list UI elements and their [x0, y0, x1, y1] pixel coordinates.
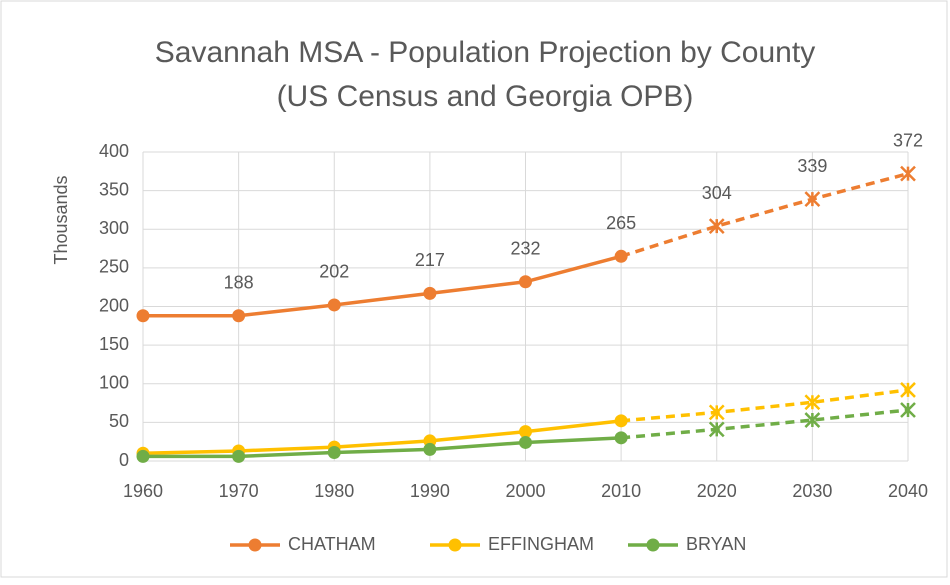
data-label: 188 [224, 273, 254, 293]
data-point [519, 435, 532, 449]
chart-subtitle: (US Census and Georgia OPB) [277, 80, 694, 113]
data-point [519, 275, 532, 289]
y-tick-label: 0 [119, 450, 129, 470]
y-tick-label: 300 [99, 218, 129, 238]
projected-point [708, 404, 725, 421]
data-point [423, 442, 437, 456]
x-tick-label: 2040 [888, 481, 928, 501]
projected-point [804, 412, 821, 428]
data-point [614, 249, 628, 263]
data-point [614, 414, 628, 428]
y-tick-label: 150 [99, 334, 129, 354]
data-point [327, 298, 341, 312]
x-tick-label: 1970 [219, 481, 259, 501]
projected-point [804, 191, 821, 208]
legend-marker [248, 538, 262, 552]
data-point [423, 286, 437, 300]
x-tick-label: 1990 [410, 481, 450, 501]
x-tick-label: 2000 [505, 481, 545, 501]
y-tick-label: 200 [99, 295, 129, 315]
data-point [519, 425, 532, 439]
legend-marker [646, 538, 660, 552]
data-label: 232 [510, 239, 540, 259]
x-tick-label: 1960 [123, 481, 163, 501]
series-line [143, 436, 622, 459]
x-tick-label: 2010 [601, 481, 641, 501]
data-label: 304 [702, 183, 732, 203]
legend-label: EFFINGHAM [488, 534, 594, 554]
projected-point [804, 394, 821, 411]
y-tick-label: 100 [99, 373, 129, 393]
projected-point [900, 165, 916, 182]
x-tick-label: 2020 [697, 481, 737, 501]
data-label: 265 [606, 213, 636, 233]
legend-label: CHATHAM [288, 534, 376, 554]
legend-marker [448, 538, 462, 552]
data-label: 339 [797, 156, 827, 176]
chart-title: Savannah MSA - Population Projection by … [155, 36, 815, 69]
data-point [136, 449, 150, 463]
y-tick-label: 50 [109, 411, 129, 431]
projected-point [708, 421, 725, 438]
series-line [142, 419, 622, 456]
y-tick-label: 400 [99, 141, 129, 161]
y-tick-label: 250 [99, 257, 129, 277]
legend-label: BRYAN [686, 534, 746, 554]
data-label: 372 [893, 130, 923, 150]
projection-line [620, 171, 909, 258]
x-tick-label: 1980 [314, 481, 354, 501]
projected-point [708, 218, 725, 235]
data-point [614, 431, 628, 445]
data-label: 217 [415, 250, 445, 270]
y-tick-label: 350 [99, 179, 129, 199]
data-point [232, 449, 246, 463]
data-point [327, 446, 341, 460]
data-point [136, 309, 150, 323]
projection-line [620, 388, 909, 423]
projection-line [620, 408, 909, 440]
data-point [232, 309, 246, 323]
data-label: 202 [319, 262, 349, 282]
series-line [143, 254, 622, 318]
x-tick-label: 2030 [792, 481, 832, 501]
projected-point [900, 382, 916, 398]
projected-point [900, 402, 916, 418]
y-axis-label: Thousands [51, 175, 71, 264]
